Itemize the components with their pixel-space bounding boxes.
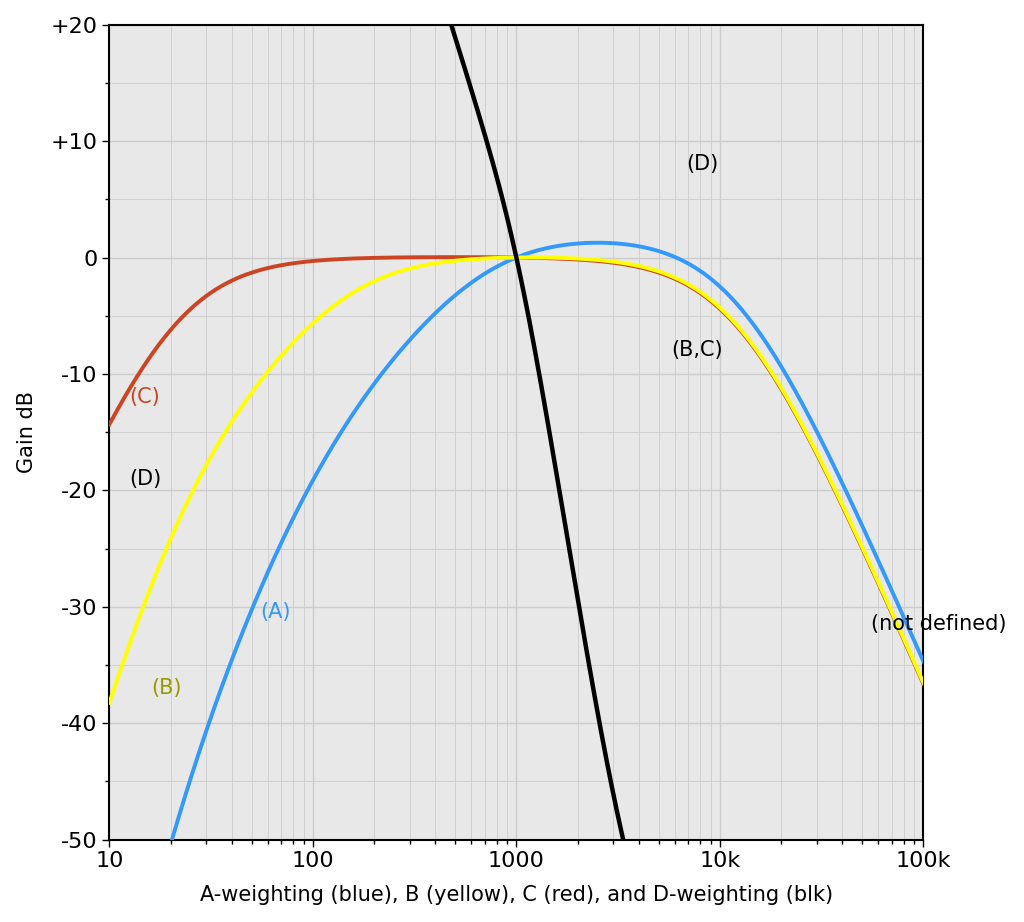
- Text: (A): (A): [260, 602, 291, 622]
- Text: (D): (D): [686, 154, 718, 174]
- Text: (B,C): (B,C): [672, 340, 723, 361]
- Text: (C): (C): [129, 387, 160, 407]
- Text: (not defined): (not defined): [870, 614, 1006, 634]
- X-axis label: A-weighting (blue), B (yellow), C (red), and D-weighting (blk): A-weighting (blue), B (yellow), C (red),…: [200, 885, 833, 905]
- Y-axis label: Gain dB: Gain dB: [16, 391, 37, 473]
- Text: (B): (B): [151, 678, 181, 698]
- Text: (D): (D): [129, 468, 162, 489]
